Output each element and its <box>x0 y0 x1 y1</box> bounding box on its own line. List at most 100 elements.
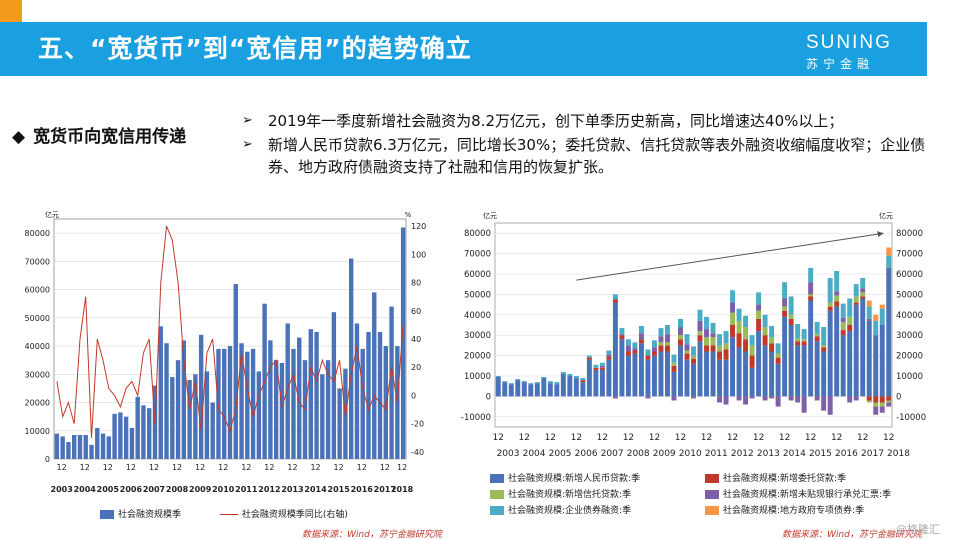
stacked-bar-segment <box>866 400 872 403</box>
stacked-bar-segment <box>834 295 840 302</box>
stacked-bar-segment <box>638 333 644 340</box>
arrow-bullet-icon: ➢ <box>242 113 253 128</box>
stacked-bar-segment <box>573 376 579 379</box>
y-tick-label: 70000 <box>464 250 491 260</box>
bullet-text: 新增人民币贷款6.3万亿元，同比增长30%；委托贷款、信托贷款等表外融资收缩幅度… <box>268 136 926 176</box>
x-tick-label: 12 <box>623 433 634 443</box>
stacked-bar-segment <box>580 380 586 383</box>
y2-tick-label: 40 <box>411 335 421 344</box>
stacked-bar-segment <box>599 367 605 370</box>
stacked-bar-segment <box>879 396 885 403</box>
stacked-bar-segment <box>886 402 892 407</box>
page-title: 五、“宽货币”到“宽信用”的趋势确立 <box>38 34 472 63</box>
stacked-bar-segment <box>814 341 820 397</box>
stacked-bar-segment <box>625 355 631 397</box>
stacked-bar-segment <box>834 301 840 307</box>
bar <box>89 444 94 459</box>
stacked-bar-segment <box>834 306 840 397</box>
watermark: @格隆汇 <box>896 523 940 536</box>
stacked-bar-segment <box>827 302 833 307</box>
bar <box>106 436 112 459</box>
stacked-bar-segment <box>762 396 768 401</box>
title-bar <box>0 22 927 76</box>
y2-tick-label: 80000 <box>896 229 923 239</box>
x-tick-label: 12 <box>357 463 367 472</box>
bar <box>66 442 71 459</box>
stacked-bar-segment <box>710 333 716 338</box>
y-tick-label: 60000 <box>464 270 491 280</box>
stacked-bar-segment <box>502 381 508 383</box>
stacked-bar-segment <box>814 321 820 335</box>
x-tick-label: 12 <box>519 433 530 443</box>
stacked-bar-segment <box>749 396 755 399</box>
stacked-bar-segment <box>495 377 501 397</box>
stacked-bar-segment <box>808 296 814 301</box>
bar <box>273 360 279 459</box>
x-tick-label: 12 <box>241 463 251 472</box>
bar <box>170 377 175 459</box>
stacked-bar-segment <box>547 383 553 397</box>
stacked-bar-segment <box>664 342 670 346</box>
stacked-bar-segment <box>593 364 599 368</box>
y-tick-label: 40000 <box>464 311 491 321</box>
legend-swatch-line <box>219 514 238 515</box>
x-year-label: 2007 <box>601 449 624 459</box>
x-year-label: 2015 <box>809 449 832 459</box>
stacked-bar-segment <box>762 335 768 346</box>
stacked-bar-segment <box>866 318 872 321</box>
bar <box>147 408 152 459</box>
x-year-label: 2010 <box>679 449 702 459</box>
left-chart-legend: 社会融资规模季 社会融资规模季同比(右轴) <box>100 507 348 520</box>
stacked-bar-segment <box>645 359 651 397</box>
stacked-bar-segment <box>521 381 527 383</box>
stacked-bar-segment <box>814 334 820 337</box>
bullet-item: ➢ 新增人民币贷款6.3万亿元，同比增长30%；委托贷款、信托贷款等表外融资收缩幅… <box>242 134 942 178</box>
x-tick-label: 12 <box>310 463 320 472</box>
stacked-bar-segment <box>808 294 814 297</box>
stacked-bar-segment <box>664 325 670 335</box>
legend-swatch <box>490 506 504 515</box>
stacked-bar-segment <box>704 345 709 352</box>
bar <box>193 374 198 459</box>
x-tick-label: 12 <box>675 433 686 443</box>
bar <box>135 396 140 459</box>
stacked-bar-segment <box>847 396 853 403</box>
stacked-bar-segment <box>606 354 612 357</box>
stacked-bar-segment <box>808 282 814 295</box>
stacked-bar-segment <box>749 345 755 356</box>
x-year-label: 2018 <box>391 485 414 494</box>
stacked-bar-segment <box>580 378 586 381</box>
stacked-bar-segment <box>756 292 762 305</box>
stacked-bar-segment <box>606 359 612 397</box>
legend-swatch-bar <box>100 510 114 519</box>
stacked-bar-segment <box>554 382 560 385</box>
stacked-bar-segment <box>684 359 690 397</box>
bar <box>83 435 88 459</box>
x-year-label: 2015 <box>328 485 351 494</box>
x-year-label: 2006 <box>120 485 143 494</box>
logo-text: SUNING <box>806 32 892 53</box>
stacked-bar-segment <box>658 345 664 352</box>
stacked-bar-segment <box>743 315 749 328</box>
stacked-bar-segment <box>625 339 631 346</box>
legend-item: 社会融资规模:新增信托贷款:季 <box>490 487 705 503</box>
stacked-bar-segment <box>788 318 794 325</box>
bullet-list: ➢ 2019年一季度新增社会融资为8.2万亿元，创下单季历史新高，同比增速达40%… <box>242 110 942 180</box>
stacked-bar-segment <box>599 365 605 368</box>
stacked-bar-segment <box>671 396 677 401</box>
bar <box>268 340 273 459</box>
stacked-bar-segment <box>795 341 801 346</box>
stacked-bar-segment <box>749 355 755 368</box>
legend-swatch <box>705 474 719 483</box>
stacked-bar-segment <box>691 363 696 397</box>
stacked-bar-segment <box>736 347 742 397</box>
bar <box>377 331 383 459</box>
x-year-label: 2017 <box>374 485 396 494</box>
x-tick-label: 12 <box>753 433 764 443</box>
stacked-bar-segment <box>782 298 788 307</box>
stacked-bar-segment <box>795 323 801 339</box>
stacked-bar-segment <box>691 358 696 364</box>
stacked-bar-segment <box>678 318 683 328</box>
stacked-bar-segment <box>508 383 514 385</box>
stacked-bar-segment <box>795 338 801 342</box>
